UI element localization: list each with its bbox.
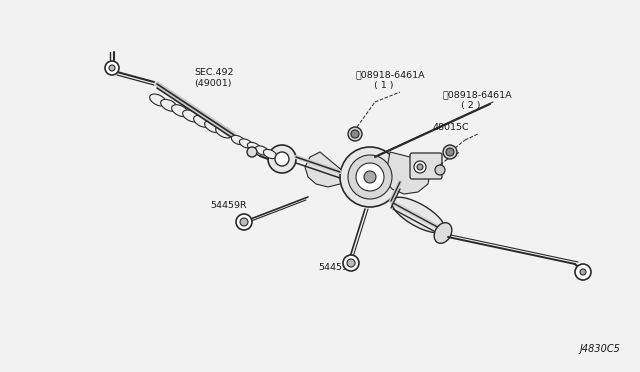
- Circle shape: [105, 61, 119, 75]
- Circle shape: [414, 161, 426, 173]
- Ellipse shape: [434, 223, 452, 243]
- Circle shape: [268, 145, 296, 173]
- Ellipse shape: [182, 110, 200, 122]
- Ellipse shape: [232, 135, 244, 145]
- Ellipse shape: [150, 94, 166, 106]
- Circle shape: [348, 155, 392, 199]
- Text: ⓝ08918-6461A
      ( 1 ): ⓝ08918-6461A ( 1 ): [356, 70, 426, 90]
- Ellipse shape: [264, 150, 276, 158]
- Circle shape: [348, 127, 362, 141]
- Circle shape: [446, 148, 454, 156]
- Text: 54459R: 54459R: [210, 201, 246, 210]
- Circle shape: [247, 147, 257, 157]
- Ellipse shape: [255, 146, 269, 155]
- Polygon shape: [385, 152, 430, 194]
- Circle shape: [435, 165, 445, 175]
- Ellipse shape: [392, 197, 445, 233]
- Circle shape: [417, 164, 423, 170]
- Ellipse shape: [239, 139, 253, 148]
- Circle shape: [347, 259, 355, 267]
- Circle shape: [236, 214, 252, 230]
- Polygon shape: [305, 152, 350, 187]
- Text: J4830C5: J4830C5: [579, 344, 620, 354]
- Circle shape: [275, 152, 289, 166]
- Text: 54459R: 54459R: [318, 263, 355, 272]
- Circle shape: [343, 255, 359, 271]
- Circle shape: [580, 269, 586, 275]
- Circle shape: [351, 130, 359, 138]
- Ellipse shape: [172, 105, 188, 117]
- Ellipse shape: [216, 126, 232, 138]
- Circle shape: [364, 171, 376, 183]
- Ellipse shape: [161, 99, 177, 111]
- FancyBboxPatch shape: [410, 153, 442, 179]
- Circle shape: [240, 218, 248, 226]
- Ellipse shape: [194, 115, 211, 127]
- Circle shape: [443, 145, 457, 159]
- Circle shape: [109, 65, 115, 71]
- Text: SEC.492
(49001): SEC.492 (49001): [194, 68, 234, 88]
- Circle shape: [356, 163, 384, 191]
- Text: ⓝ08918-6461A
      ( 2 ): ⓝ08918-6461A ( 2 ): [443, 90, 513, 110]
- Circle shape: [340, 147, 400, 207]
- Ellipse shape: [248, 142, 260, 152]
- Ellipse shape: [205, 121, 221, 133]
- Text: 48015C: 48015C: [433, 123, 470, 132]
- Circle shape: [575, 264, 591, 280]
